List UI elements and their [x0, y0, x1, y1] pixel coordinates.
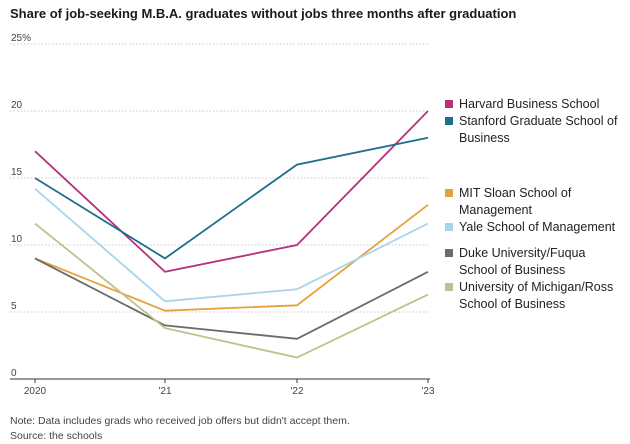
legend-swatch	[445, 189, 453, 197]
y-tick-label: 20	[11, 100, 23, 111]
series-line-3	[34, 188, 429, 303]
legend-label: Harvard Business School	[459, 97, 600, 111]
y-tick-label: 25%	[11, 33, 31, 44]
legend-item-harvard: Harvard Business School	[445, 96, 625, 113]
legend-swatch	[445, 100, 453, 108]
legend-label: Yale School of Management	[459, 220, 616, 234]
legend-item-yale: Yale School of Management	[445, 219, 625, 236]
x-tick-label: 2020	[24, 386, 47, 397]
series-line-1	[34, 136, 429, 260]
axis-ticks: 0 5 10 15 20 25% 2020 '21 '22 '23	[11, 33, 435, 397]
source-text: Source: the schools	[10, 430, 103, 442]
legend-item-stanford: Stanford Graduate School of Business	[445, 113, 625, 147]
series-line-2	[34, 204, 429, 312]
legend-swatch	[445, 283, 453, 291]
series-line-5	[34, 222, 429, 359]
legend-swatch	[445, 223, 453, 231]
x-tick-label: '22	[290, 386, 303, 397]
chart-title: Share of job-seeking M.B.A. graduates wi…	[10, 6, 517, 21]
y-tick-label: 0	[11, 368, 17, 379]
y-tick-label: 15	[11, 167, 23, 178]
y-tick-label: 10	[11, 234, 23, 245]
y-tick-label: 5	[11, 301, 17, 312]
legend-item-michigan: University of Michigan/Ross School of Bu…	[445, 279, 625, 313]
x-tick-label: '23	[421, 386, 434, 397]
legend-label: University of Michigan/Ross School of Bu…	[459, 280, 614, 311]
footnote: Note: Data includes grads who received j…	[10, 414, 350, 444]
legend-item-mit: MIT Sloan School of Management	[445, 185, 625, 219]
legend-label: MIT Sloan School of Management	[459, 186, 572, 217]
note-text: Note: Data includes grads who received j…	[10, 415, 350, 427]
series-lines	[34, 110, 429, 359]
series-line-4	[34, 257, 429, 340]
legend-swatch	[445, 117, 453, 125]
legend-swatch	[445, 249, 453, 257]
legend-item-duke: Duke University/Fuqua School of Business	[445, 245, 625, 279]
legend-label: Stanford Graduate School of Business	[459, 114, 618, 145]
legend-label: Duke University/Fuqua School of Business	[459, 246, 586, 277]
x-tick-label: '21	[158, 386, 171, 397]
series-line-0	[34, 110, 429, 273]
gridlines	[10, 43, 430, 380]
